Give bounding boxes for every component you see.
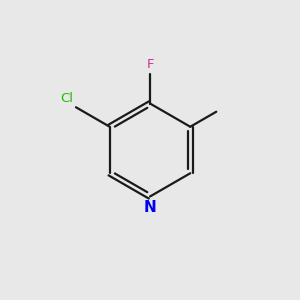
Text: Cl: Cl <box>60 92 73 105</box>
Text: F: F <box>146 58 154 70</box>
Text: N: N <box>144 200 156 215</box>
